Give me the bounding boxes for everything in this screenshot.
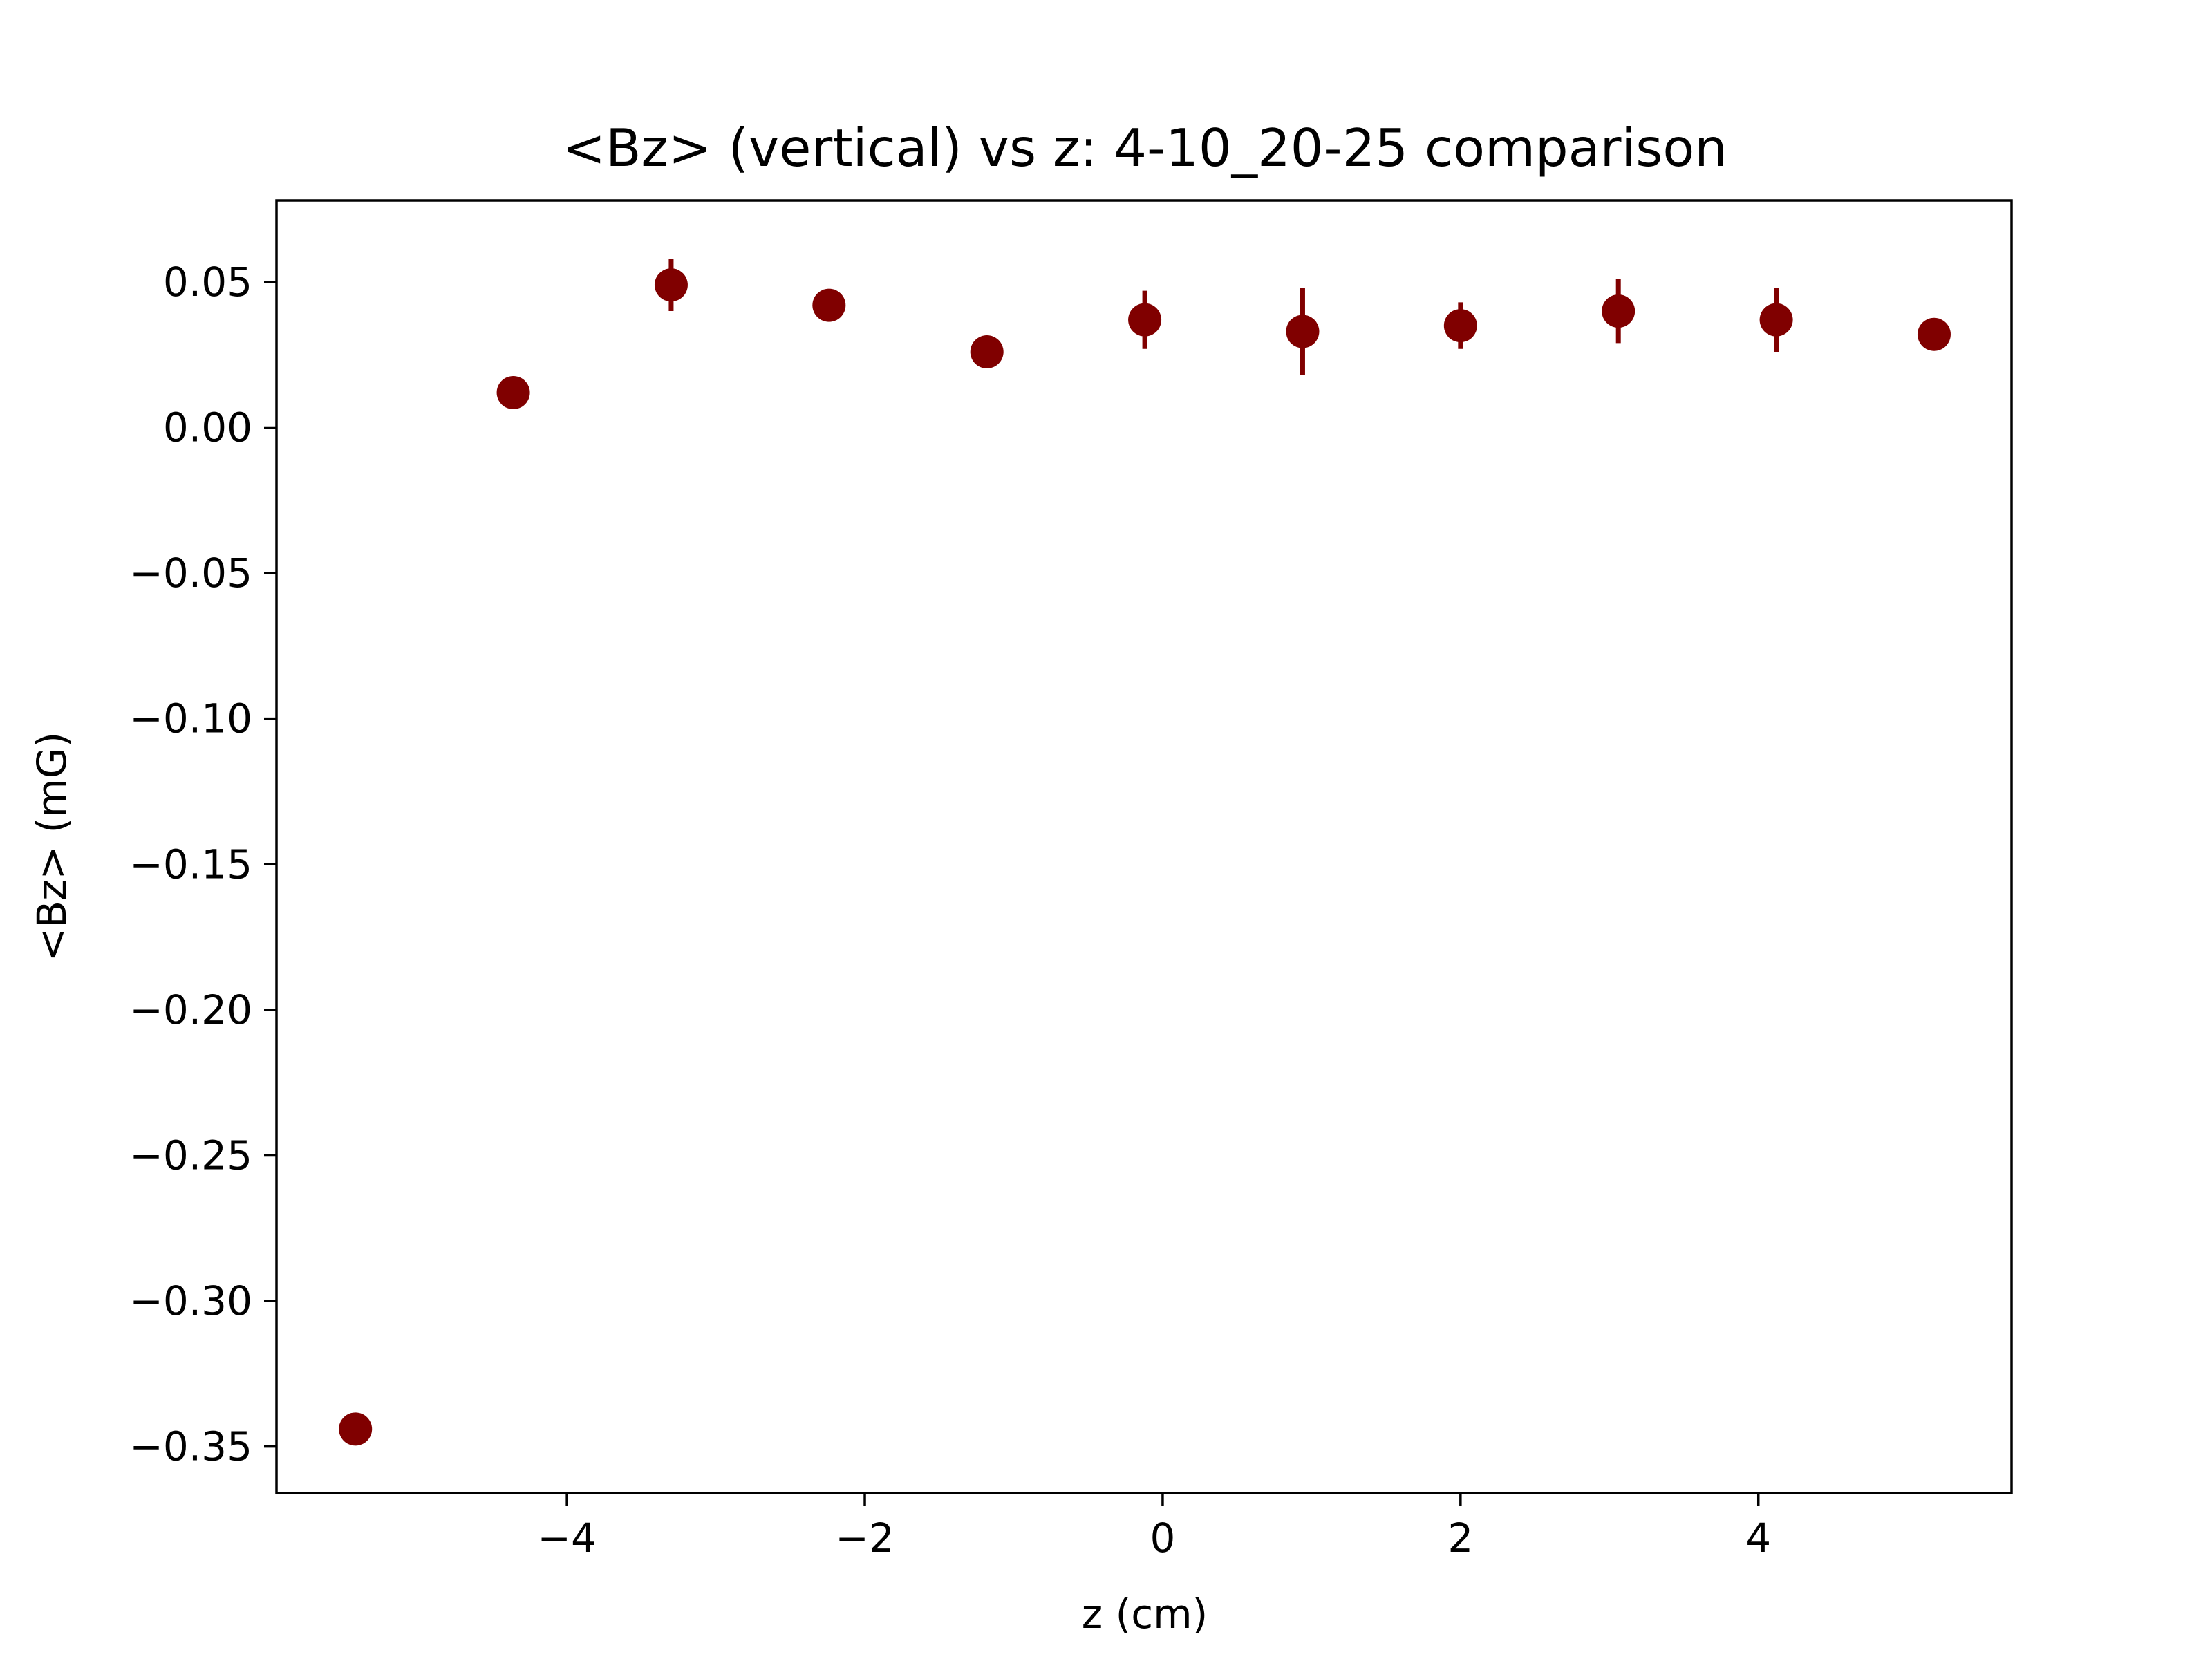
x-axis-label: z (cm) bbox=[1082, 1591, 1208, 1638]
data-point bbox=[1917, 317, 1951, 351]
y-tick-label: −0.15 bbox=[129, 841, 252, 888]
data-point bbox=[496, 375, 530, 409]
x-tick-label: 2 bbox=[1447, 1515, 1473, 1562]
data-point bbox=[1128, 303, 1162, 337]
data-point bbox=[1443, 309, 1477, 343]
y-tick-label: 0.00 bbox=[163, 404, 252, 451]
y-tick-label: −0.05 bbox=[129, 550, 252, 597]
x-tick-label: 4 bbox=[1745, 1515, 1771, 1562]
y-axis-label: <Bz> (mG) bbox=[28, 732, 75, 962]
y-tick-label: −0.20 bbox=[129, 986, 252, 1033]
data-point bbox=[339, 1412, 373, 1446]
y-tick-label: −0.25 bbox=[129, 1132, 252, 1179]
y-tick-label: −0.35 bbox=[129, 1423, 252, 1470]
data-point bbox=[1759, 303, 1793, 337]
data-point bbox=[812, 288, 846, 322]
x-tick-label: −2 bbox=[835, 1515, 894, 1562]
chart-title: <Bz> (vertical) vs z: 4-10_20-25 compari… bbox=[562, 118, 1727, 178]
plot-frame bbox=[275, 199, 2013, 1494]
x-tick-label: −4 bbox=[537, 1515, 597, 1562]
y-tick-label: 0.05 bbox=[163, 259, 252, 306]
plot-area bbox=[339, 259, 1951, 1446]
data-point bbox=[1286, 315, 1320, 348]
y-axis: 0.05 0.00 −0.05 −0.10 −0.15 −0.20 −0.25 −0.30 −0… bbox=[129, 259, 276, 1470]
x-tick-label: 0 bbox=[1150, 1515, 1175, 1562]
data-point bbox=[1602, 294, 1635, 328]
x-axis: −4 −2 0 2 4 bbox=[537, 1493, 1771, 1562]
data-point bbox=[970, 335, 1004, 369]
y-tick-label: −0.10 bbox=[129, 695, 252, 742]
data-point bbox=[654, 268, 688, 302]
y-tick-label: −0.30 bbox=[129, 1277, 252, 1324]
